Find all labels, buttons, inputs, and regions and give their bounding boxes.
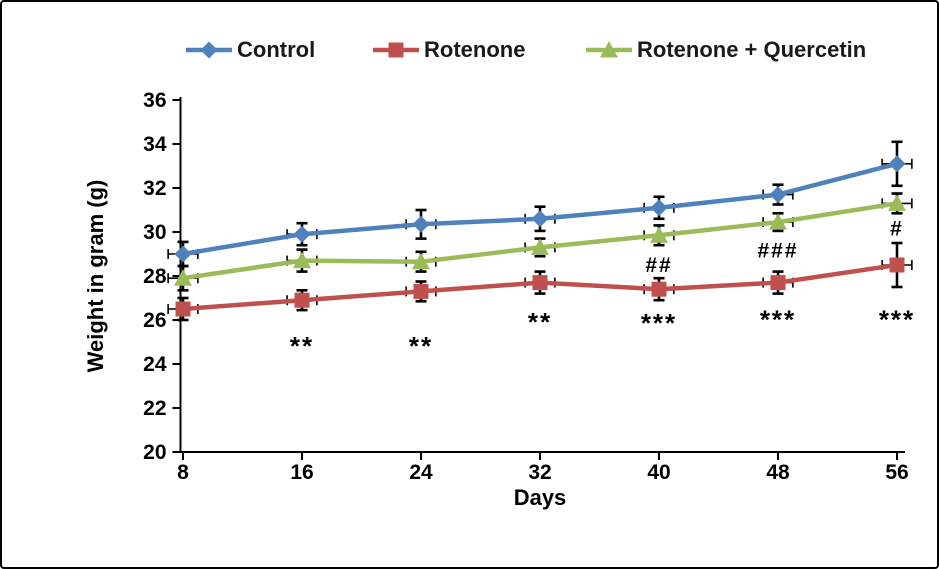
data-point-marker	[531, 238, 549, 255]
data-point-marker	[532, 275, 548, 291]
legend-label-rotenone-quercetin: Rotenone + Quercetin	[637, 37, 867, 62]
series-rotenone-quercetin	[167, 192, 913, 292]
data-point-marker	[769, 186, 787, 204]
data-point-marker	[888, 194, 906, 211]
data-point-marker	[770, 275, 786, 291]
data-point-marker	[412, 252, 430, 270]
rotenone-quercetin-series-marker-icon	[586, 41, 632, 58]
legend-label-rotenone: Rotenone	[424, 37, 526, 62]
y-tick-label: 24	[143, 353, 167, 376]
data-point-marker	[293, 251, 311, 269]
series-rotenone	[167, 241, 913, 322]
legend-item-rotenone-quercetin: Rotenone + Quercetin	[585, 36, 866, 64]
axes: 20 22 24 26 28 30 32 34 36 8 16 24 32 40 48 56 Days Weigh…	[83, 89, 909, 510]
legend: Control Rotenone Rotenone + Quercetin	[2, 2, 937, 72]
data-point-marker	[888, 155, 906, 173]
data-point-marker	[531, 210, 549, 228]
legend-item-control: Control	[185, 36, 315, 64]
legend-item-rotenone: Rotenone	[372, 36, 525, 64]
data-point-marker	[650, 226, 668, 243]
x-tick-label: 8	[177, 461, 189, 484]
data-point-marker	[174, 269, 192, 286]
significance-marker: #	[890, 218, 904, 241]
data-point-marker	[174, 245, 192, 263]
x-axis-title: Days	[514, 485, 567, 510]
data-point-marker	[889, 257, 905, 273]
data-point-marker	[769, 213, 787, 230]
significance-marker: ***	[879, 305, 915, 335]
series-control	[167, 140, 913, 268]
x-tick-label: 56	[885, 461, 908, 484]
x-tick-label: 24	[409, 461, 433, 484]
x-tick-label: 40	[647, 461, 670, 484]
data-point-marker	[175, 301, 191, 317]
data-point-marker	[413, 283, 429, 299]
y-tick-label: 34	[143, 133, 167, 156]
y-tick-label: 22	[143, 397, 166, 420]
significance-marker: **	[409, 331, 433, 361]
x-tick-label: 16	[290, 461, 313, 484]
significance-marker: ***	[641, 308, 677, 338]
significance-marker: ***	[760, 305, 796, 335]
y-axis-title: Weight in gram (g)	[83, 180, 108, 373]
x-tick-label: 48	[766, 461, 790, 484]
y-tick-label: 28	[143, 265, 167, 288]
data-point-marker	[294, 292, 310, 308]
significance-marker: ###	[757, 240, 798, 263]
significance-marker: **	[290, 331, 314, 361]
significance-marker: **	[528, 307, 552, 337]
data-point-marker	[293, 225, 311, 243]
rotenone-series-marker-icon	[373, 42, 419, 58]
legend-label-control: Control	[237, 37, 316, 62]
control-series-marker-icon	[186, 41, 232, 59]
data-point-marker	[651, 281, 667, 297]
data-point-marker	[650, 199, 668, 217]
significance-marker: ##	[645, 254, 672, 277]
x-tick-label: 32	[528, 461, 551, 484]
data-point-marker	[412, 215, 430, 233]
significance-annotations: ** **** *** *** ***######	[290, 218, 915, 361]
y-tick-label: 26	[143, 309, 166, 332]
y-tick-label: 36	[143, 89, 166, 112]
y-tick-label: 20	[143, 441, 166, 464]
y-tick-label: 30	[143, 221, 166, 244]
y-tick-label: 32	[143, 177, 166, 200]
